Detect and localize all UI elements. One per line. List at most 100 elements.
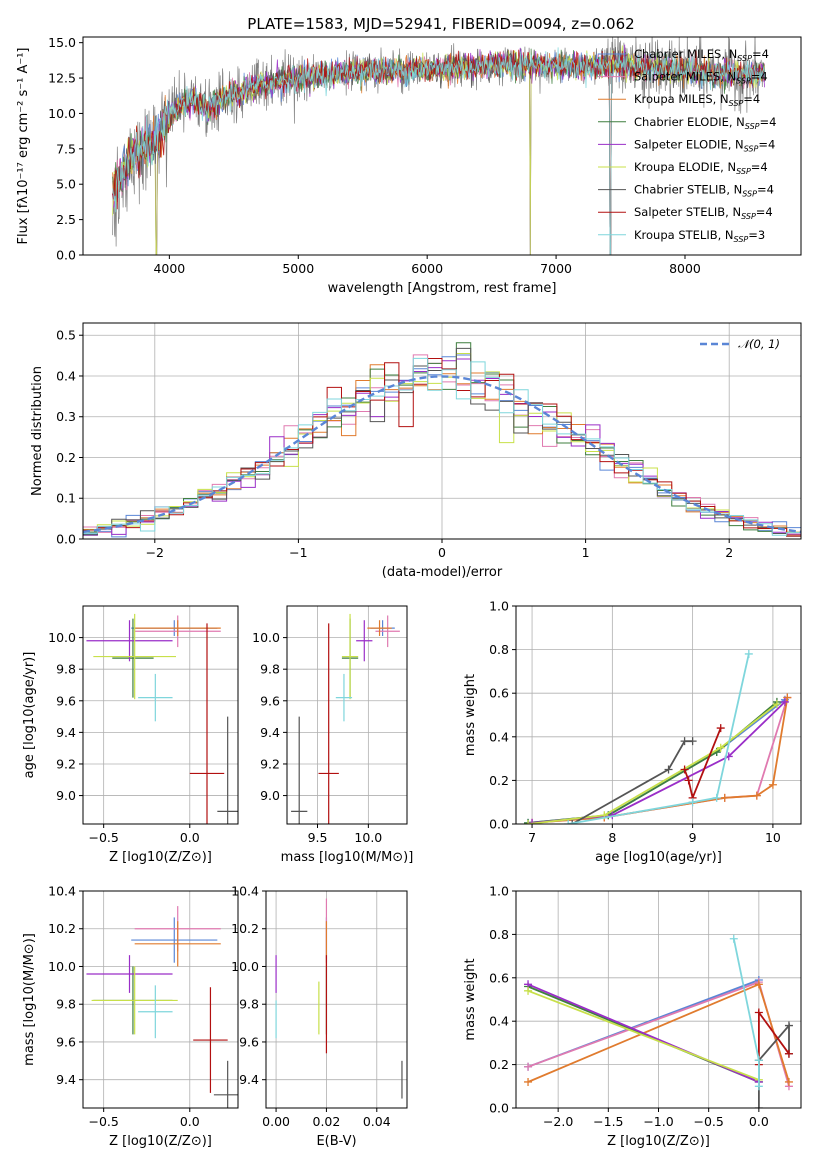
spectrum-model-line bbox=[112, 47, 765, 255]
x-tick-label: 7 bbox=[528, 830, 536, 845]
legend-label: Kroupa STELIB, NSSP=3 bbox=[634, 228, 765, 244]
weight-marker bbox=[688, 798, 697, 807]
legend-label: 𝒩(0, 1) bbox=[738, 337, 780, 351]
axes-frame bbox=[286, 605, 408, 825]
x-tick-label: 10 bbox=[765, 830, 781, 845]
y-tick-label: 12.5 bbox=[48, 71, 76, 86]
y-tick-label: 9.6 bbox=[260, 693, 280, 708]
x-tick-label: −0.5 bbox=[88, 830, 118, 845]
weight-marker bbox=[784, 1077, 793, 1086]
x-tick-label: 5000 bbox=[282, 261, 314, 276]
weight-line bbox=[568, 653, 750, 824]
y-tick-label: 15.0 bbox=[48, 35, 76, 50]
y-tick-label: 9.4 bbox=[56, 725, 76, 740]
weight-marker bbox=[729, 934, 738, 943]
y-tick-label: 9.0 bbox=[260, 788, 280, 803]
y-tick-label: 9.4 bbox=[260, 725, 280, 740]
weight-marker bbox=[772, 700, 781, 709]
weight-marker bbox=[784, 1021, 793, 1030]
plot-area bbox=[275, 898, 403, 1099]
y-axis-label: mass weight bbox=[463, 674, 478, 756]
y-tick-label: 0.8 bbox=[489, 927, 509, 942]
y-axis-label: mass [log10(M/M⊙)] bbox=[22, 933, 37, 1066]
x-tick-label: 8 bbox=[608, 830, 616, 845]
x-axis-label: wavelength [Angstrom, rest frame] bbox=[328, 281, 557, 296]
weight-line bbox=[683, 727, 722, 801]
x-tick-label: 1 bbox=[582, 545, 590, 560]
x-tick-label: 2 bbox=[725, 545, 733, 560]
y-tick-label: 0.0 bbox=[489, 817, 509, 832]
legend-label: Chabrier MILES, NSSP=4 bbox=[634, 47, 769, 63]
y-tick-label: 10.0 bbox=[231, 959, 259, 974]
weight-line bbox=[527, 989, 760, 1081]
y-tick-label: 10.0 bbox=[48, 630, 76, 645]
y-tick-label: 2.5 bbox=[56, 212, 76, 227]
weight-line bbox=[527, 698, 786, 824]
weight-marker bbox=[712, 793, 721, 802]
y-axis-label: Flux [fλ10⁻¹⁷ erg cm⁻² s⁻¹ A⁻¹] bbox=[16, 48, 31, 245]
plot-area bbox=[112, 37, 765, 255]
x-axis-label: Z [log10(Z/Z⊙)] bbox=[109, 1134, 212, 1149]
normal-curve bbox=[83, 375, 801, 534]
plot-area bbox=[86, 906, 238, 1108]
weight-marker bbox=[680, 765, 689, 774]
x-axis-label: E(B-V) bbox=[316, 1134, 356, 1149]
x-tick-label: 9.5 bbox=[308, 830, 328, 845]
figure-title: PLATE=1583, MJD=52941, FIBERID=0094, z=0… bbox=[247, 15, 634, 33]
y-tick-label: 7.5 bbox=[56, 141, 76, 156]
y-tick-label: 9.8 bbox=[239, 997, 259, 1012]
panel-age_vs_mass: 9.5 10.0 9.0 9.2 9.4 9.6 9.8 10.0 mass [log10(M/… bbox=[252, 605, 413, 865]
weight-marker bbox=[564, 820, 573, 824]
x-tick-label: 0.0 bbox=[180, 830, 200, 845]
legend-label: Kroupa MILES, NSSP=4 bbox=[634, 92, 760, 108]
weight-marker bbox=[754, 1104, 763, 1108]
x-tick-label: 7000 bbox=[540, 261, 572, 276]
y-tick-label: 1.0 bbox=[489, 884, 509, 899]
y-tick-label: 10.2 bbox=[231, 921, 259, 936]
y-axis-label: age [log10(age/yr)] bbox=[22, 652, 37, 779]
y-tick-label: 0.6 bbox=[489, 970, 509, 985]
x-tick-label: 10.0 bbox=[354, 830, 382, 845]
weight-line bbox=[527, 701, 778, 824]
x-tick-label: 8000 bbox=[669, 261, 701, 276]
axes-frame bbox=[515, 605, 802, 825]
weight-marker bbox=[524, 986, 533, 995]
plot-area bbox=[524, 934, 793, 1108]
y-tick-label: 9.2 bbox=[260, 756, 280, 771]
weight-marker bbox=[688, 737, 697, 746]
plot-area bbox=[524, 649, 792, 824]
legend-label: Salpeter MILES, NSSP=4 bbox=[634, 70, 768, 86]
weight-marker bbox=[716, 724, 725, 733]
y-tick-label: 0.4 bbox=[489, 1014, 509, 1029]
weight-marker bbox=[684, 776, 693, 785]
x-tick-label: 6000 bbox=[411, 261, 443, 276]
y-tick-label: 0.1 bbox=[56, 491, 76, 506]
y-tick-label: 0.8 bbox=[489, 642, 509, 657]
spectrum-legend: Chabrier MILES, NSSP=4 Salpeter MILES, NS… bbox=[598, 47, 776, 244]
legend-label: Chabrier ELODIE, NSSP=4 bbox=[634, 115, 776, 131]
x-tick-label: 0.00 bbox=[262, 1114, 290, 1129]
y-tick-label: 0.0 bbox=[489, 1101, 509, 1116]
panel-age_vs_Z: −0.5 0.0 9.0 9.2 9.4 9.6 9.8 10.0 Z [log10(Z/Z⊙)… bbox=[22, 605, 239, 865]
legend-label: Salpeter ELODIE, NSSP=4 bbox=[634, 137, 775, 153]
weight-marker bbox=[680, 737, 689, 746]
x-tick-label: 0.0 bbox=[749, 1114, 769, 1129]
plot-area bbox=[86, 613, 238, 824]
x-axis-label: Z [log10(Z/Z⊙)] bbox=[607, 1134, 710, 1149]
y-tick-label: 9.6 bbox=[56, 1034, 76, 1049]
x-tick-label: −0.5 bbox=[88, 1114, 118, 1129]
weight-marker bbox=[754, 1082, 763, 1091]
x-tick-label: 0 bbox=[438, 545, 446, 560]
weight-marker bbox=[720, 793, 729, 802]
x-tick-label: −2 bbox=[146, 545, 164, 560]
y-tick-label: 10.0 bbox=[48, 106, 76, 121]
weight-marker bbox=[784, 1049, 793, 1058]
axes-frame bbox=[82, 605, 239, 825]
weight-marker bbox=[752, 791, 761, 800]
weight-marker bbox=[744, 649, 753, 658]
panel-mass_vs_Z: −0.5 0.0 9.4 9.6 9.8 10.0 10.2 10.4 Z [log10(Z/Z… bbox=[22, 884, 239, 1149]
histogram-step bbox=[83, 357, 801, 536]
weight-marker bbox=[568, 820, 577, 824]
y-tick-label: 0.5 bbox=[56, 328, 76, 343]
